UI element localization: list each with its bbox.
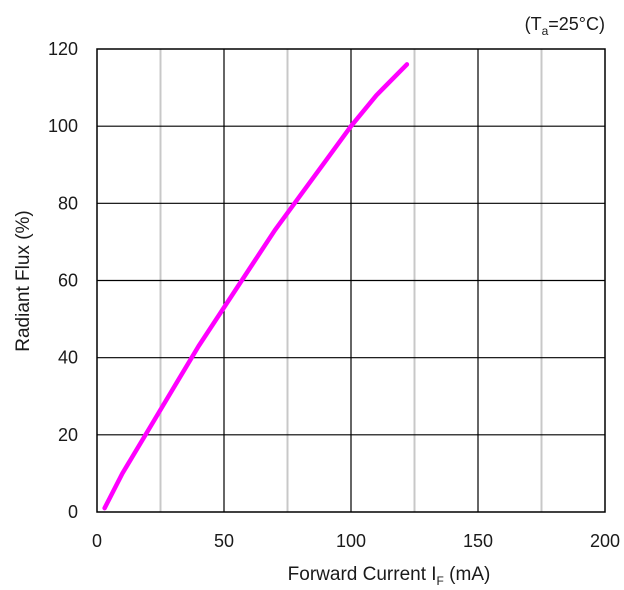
y-axis-label: Radiant Flux (%): [13, 210, 34, 352]
y-tick-label: 120: [48, 39, 78, 59]
y-tick-labels: 0 20 40 60 80 100 120: [48, 39, 78, 522]
x-tick-label: 50: [214, 531, 234, 551]
x-tick-label: 100: [336, 531, 366, 551]
x-axis-label: Forward Current IF (mA): [288, 564, 491, 588]
y-tick-label: 80: [58, 193, 78, 213]
plot-frame: [96, 48, 606, 513]
plot-border: [96, 48, 606, 513]
y-tick-label: 20: [58, 425, 78, 445]
series-line: [102, 62, 410, 511]
x-tick-label: 0: [92, 531, 102, 551]
x-tick-labels: 0 50 100 150 200: [92, 531, 620, 551]
grid: [97, 49, 605, 512]
condition-note: (Ta=25°C): [525, 14, 605, 38]
series-layer: [102, 62, 410, 511]
y-tick-label: 100: [48, 116, 78, 136]
x-tick-label: 200: [590, 531, 620, 551]
y-tick-label: 40: [58, 348, 78, 368]
y-tick-label: 0: [68, 502, 78, 522]
y-tick-label: 60: [58, 271, 78, 291]
x-tick-label: 150: [463, 531, 493, 551]
